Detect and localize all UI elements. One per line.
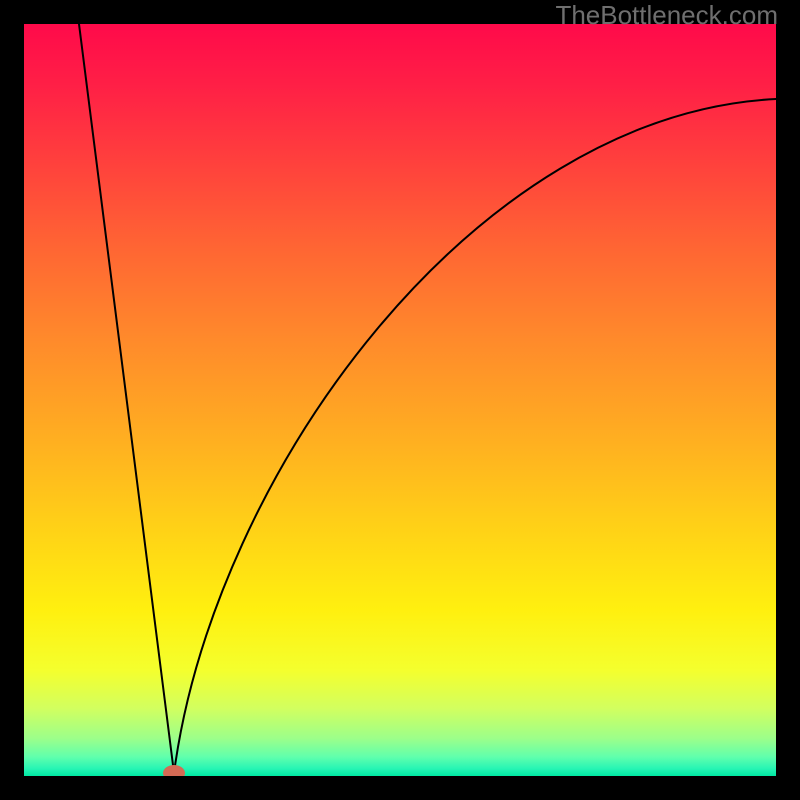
plot-area <box>24 24 776 776</box>
chart-frame: TheBottleneck.com <box>0 0 800 800</box>
chart-svg <box>24 24 776 776</box>
gradient-background <box>24 24 776 776</box>
watermark-text: TheBottleneck.com <box>555 0 778 31</box>
